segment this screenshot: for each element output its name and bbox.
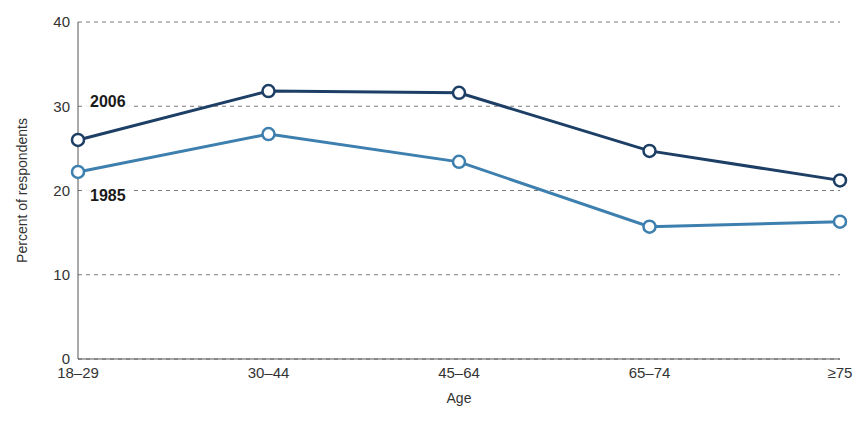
svg-text:30: 30 xyxy=(53,98,70,115)
svg-text:45–64: 45–64 xyxy=(438,364,480,381)
svg-text:30–44: 30–44 xyxy=(248,364,290,381)
svg-text:≥75: ≥75 xyxy=(828,364,853,381)
svg-text:18–29: 18–29 xyxy=(57,363,99,381)
svg-text:1985: 1985 xyxy=(90,187,126,204)
svg-text:20: 20 xyxy=(53,182,70,199)
svg-text:2006: 2006 xyxy=(90,93,126,110)
svg-text:Percent of respondents: Percent of respondents xyxy=(14,118,30,263)
svg-text:10: 10 xyxy=(53,266,70,283)
svg-text:65–74: 65–74 xyxy=(629,364,671,381)
svg-text:Age: Age xyxy=(447,390,472,406)
svg-text:0: 0 xyxy=(62,350,70,367)
svg-text:40: 40 xyxy=(53,13,70,30)
